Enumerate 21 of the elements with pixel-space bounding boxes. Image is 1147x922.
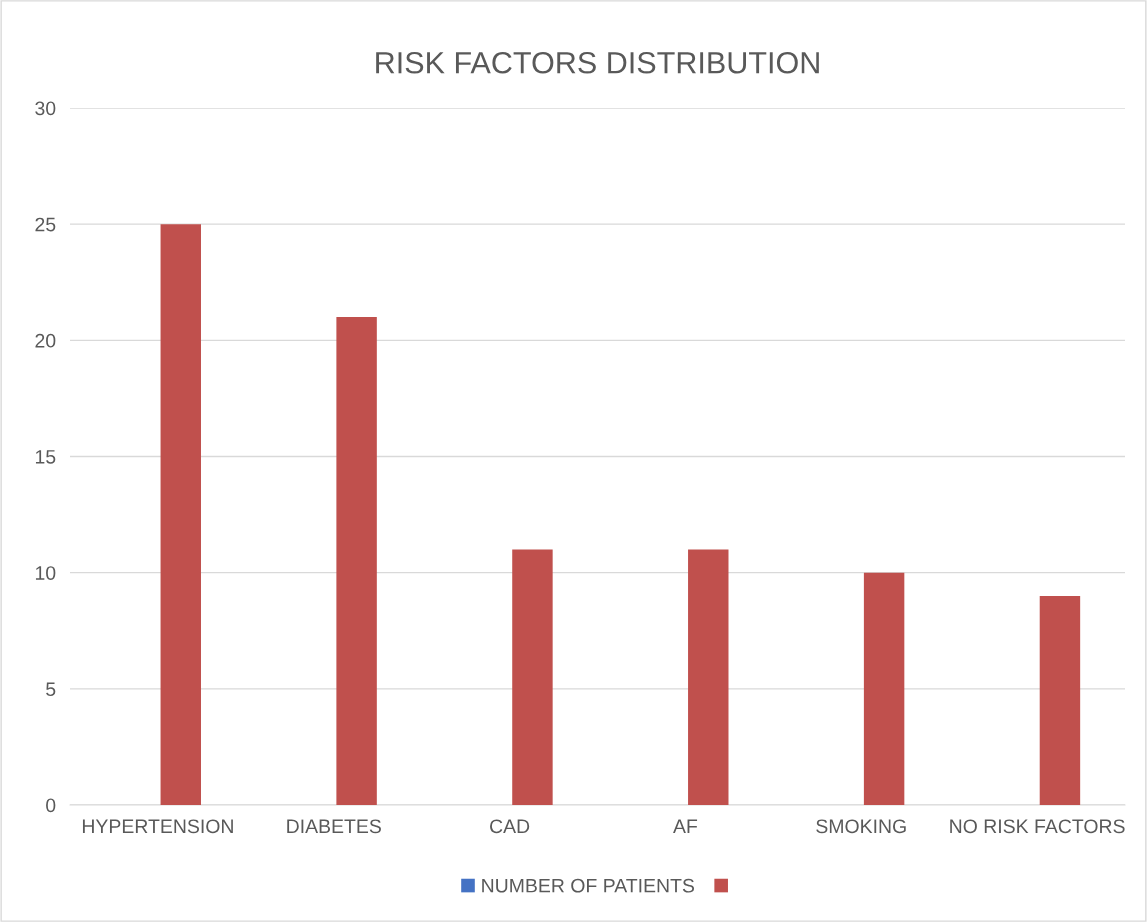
- y-tick-label: 20: [35, 333, 56, 348]
- bar: [512, 549, 553, 805]
- bar: [1039, 595, 1081, 805]
- bar: [863, 572, 905, 805]
- x-tick-label: DIABETES: [287, 819, 381, 834]
- y-tick-label: 10: [35, 566, 56, 580]
- y-tick-label: 30: [35, 101, 56, 116]
- bar: [336, 317, 377, 805]
- y-tick-label: 25: [35, 217, 56, 232]
- y-tick-label: 5: [46, 682, 56, 697]
- x-tick-label: NO RISK FACTORS: [950, 819, 1125, 834]
- x-tick-label: CAD: [490, 819, 530, 834]
- x-tick-label: SMOKING: [816, 819, 906, 834]
- chart-title: RISK FACTORS DISTRIBUTION: [376, 51, 819, 74]
- x-tick-label: AF: [673, 819, 698, 833]
- y-tick-label: 15: [35, 450, 56, 464]
- bar: [160, 224, 201, 805]
- x-tick-label: HYPERTENSION: [82, 819, 233, 834]
- y-tick-label: 0: [46, 798, 56, 813]
- legend-label: NUMBER OF PATIENTS: [482, 878, 695, 893]
- bar: [688, 549, 729, 805]
